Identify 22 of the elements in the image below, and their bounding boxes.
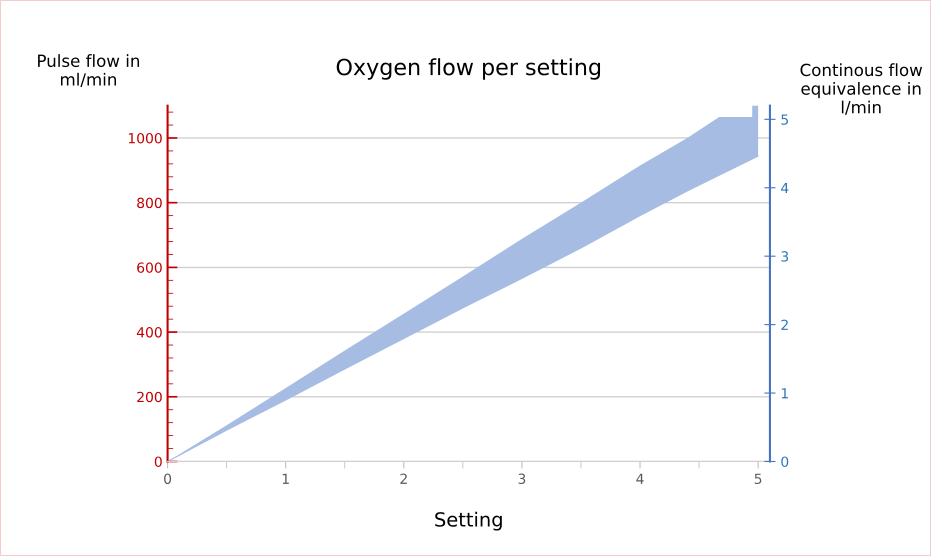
x-tick-label: 3 (518, 474, 526, 484)
y-tick-label: 1000 (128, 132, 162, 144)
x-tick-label: 4 (636, 474, 644, 484)
y-tick-label: 400 (136, 327, 162, 338)
y2-tick-label: 5 (781, 114, 788, 125)
y2-tick-label: 1 (782, 388, 788, 398)
x-tick-label: 2 (400, 474, 407, 484)
y-tick-label: 800 (137, 198, 162, 208)
x-tick-label: 0 (164, 474, 172, 484)
y-axis-title: Pulse flow in ml/min (38, 54, 140, 88)
y2-axis-title: Continous flow equivalence in l/min (800, 63, 922, 115)
y2-tick-label: 0 (781, 456, 788, 467)
y-tick-label: 200 (137, 392, 162, 402)
y-tick-label: 600 (137, 262, 162, 273)
chart-title: Oxygen flow per setting (336, 58, 600, 80)
x-tick-label: 5 (754, 474, 762, 484)
y-tick-label: 0 (154, 456, 162, 467)
y2-tick-label: 2 (781, 320, 788, 330)
x-tick-label: 1 (282, 474, 289, 484)
y2-tick-label: 4 (781, 182, 788, 194)
x-axis-title: Setting (435, 512, 502, 531)
y2-tick-label: 3 (781, 251, 788, 262)
